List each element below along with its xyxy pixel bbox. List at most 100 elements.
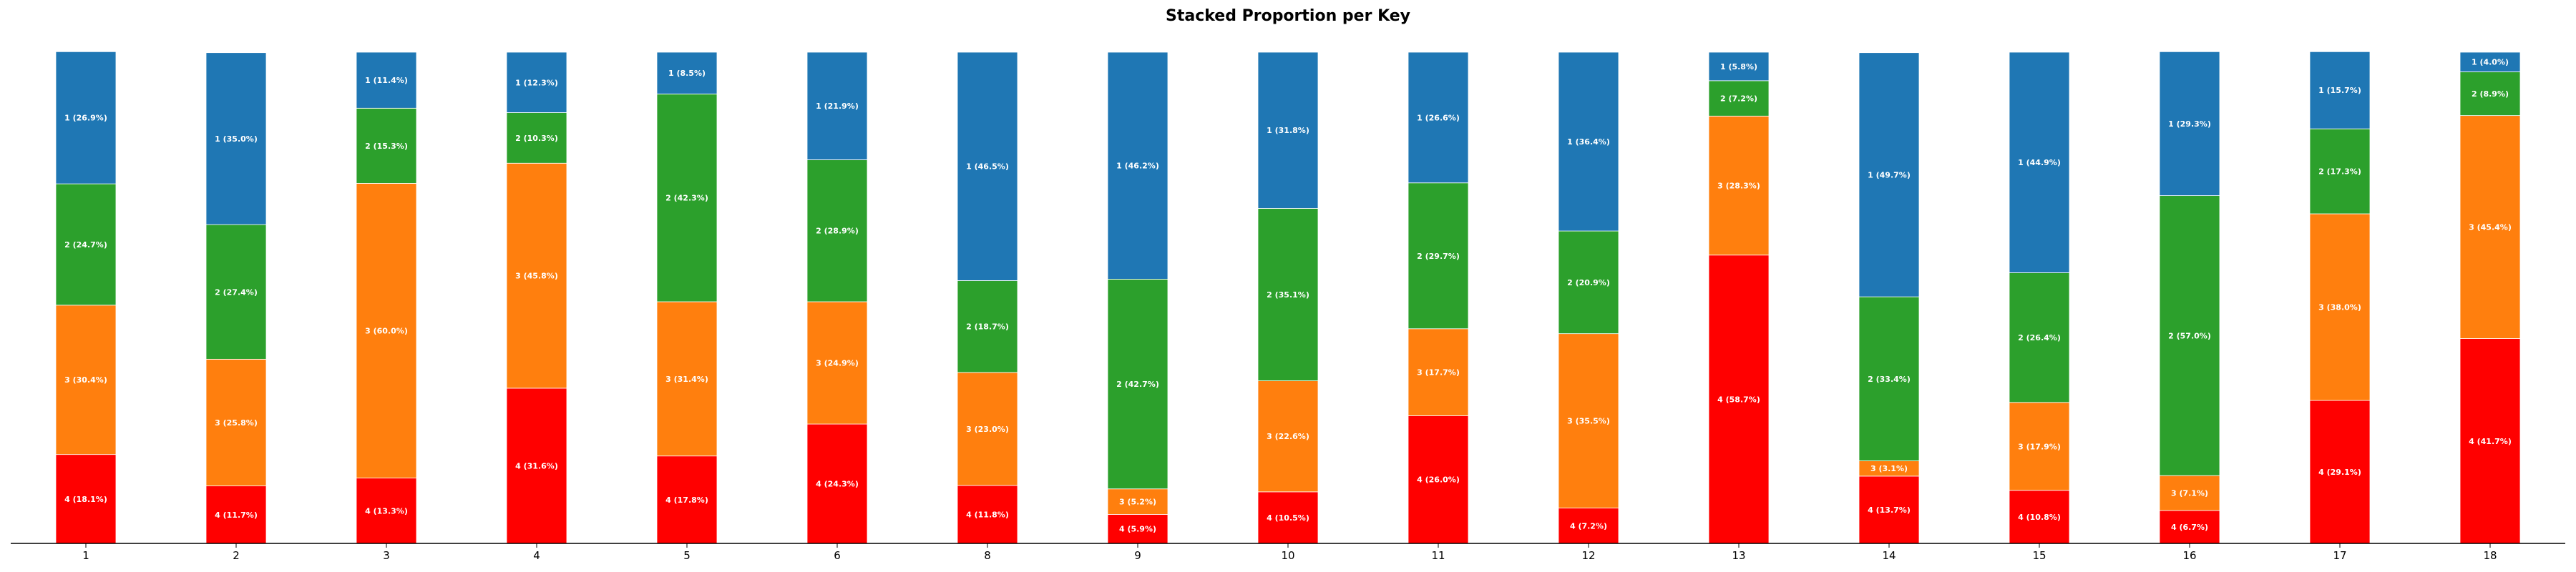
data-label-key-10-series-3: 3 (22.6%)	[1267, 432, 1309, 441]
bar-segment-key-10-series-4	[1257, 491, 1319, 544]
bar-segment-key-11-series-4	[1407, 415, 1469, 544]
data-label-key-11-series-3: 3 (17.7%)	[1417, 368, 1460, 378]
data-label-key-14-series-3: 3 (3.1%)	[1870, 464, 1908, 473]
x-tick-label-13: 13	[1732, 549, 1745, 562]
data-label-key-17-series-3: 3 (38.0%)	[2318, 303, 2361, 312]
data-label-key-10-series-1: 1 (31.8%)	[1267, 126, 1309, 135]
x-tick-label-6: 6	[834, 549, 841, 562]
data-label-key-14-series-4: 4 (13.7%)	[1868, 506, 1911, 515]
data-label-key-5-series-4: 4 (17.8%)	[665, 495, 708, 505]
data-label-key-5-series-3: 3 (31.4%)	[665, 375, 708, 384]
data-label-key-10-series-4: 4 (10.5%)	[1267, 513, 1309, 523]
data-label-key-3-series-4: 4 (13.3%)	[365, 506, 408, 516]
data-label-key-1-series-1: 1 (26.9%)	[64, 114, 107, 123]
data-label-key-17-series-1: 1 (15.7%)	[2318, 86, 2361, 95]
data-label-key-11-series-4: 4 (26.0%)	[1417, 475, 1460, 485]
bar-segment-key-17-series-1	[2309, 51, 2371, 129]
bar-segment-key-4-series-1	[506, 51, 567, 113]
bar-segment-key-6-series-4	[806, 423, 868, 544]
data-label-key-10-series-2: 2 (35.1%)	[1267, 290, 1309, 300]
bar-segment-key-5-series-4	[656, 455, 718, 544]
x-tick-label-8: 8	[984, 549, 991, 562]
data-label-key-1-series-3: 3 (30.4%)	[64, 375, 107, 385]
bar-segment-key-3-series-4	[356, 478, 417, 544]
data-label-key-13-series-3: 3 (28.3%)	[1717, 182, 1760, 191]
data-label-key-17-series-2: 2 (17.3%)	[2318, 167, 2361, 177]
bar-segment-key-10-series-3	[1257, 380, 1319, 493]
bar-segment-key-10-series-1	[1257, 51, 1319, 209]
data-label-key-8-series-3: 3 (23.0%)	[966, 425, 1009, 434]
bar-segment-key-14-series-2	[1858, 296, 1920, 461]
chart-title: Stacked Proportion per Key	[1165, 7, 1410, 25]
x-tick-label-5: 5	[683, 549, 691, 562]
data-label-key-1-series-2: 2 (24.7%)	[64, 240, 107, 250]
data-label-key-9-series-3: 3 (5.2%)	[1119, 498, 1156, 507]
data-label-key-12-series-2: 2 (20.9%)	[1567, 278, 1610, 287]
bar-segment-key-5-series-3	[656, 301, 718, 457]
data-label-key-9-series-4: 4 (5.9%)	[1119, 525, 1156, 534]
data-label-key-4-series-3: 3 (45.8%)	[515, 272, 558, 281]
bar-segment-key-15-series-1	[2009, 51, 2070, 273]
bar-segment-key-2-series-3	[205, 358, 267, 487]
x-tick-label-17: 17	[2333, 549, 2346, 562]
bar-segment-key-11-series-2	[1407, 182, 1469, 330]
bar-segment-key-11-series-1	[1407, 51, 1469, 184]
bars-group: 4 (18.1%) 3 (30.4%) 2 (24.7%) 1 (26.9%) 4 (1…	[55, 51, 2521, 544]
x-tick-label-3: 3	[383, 549, 390, 562]
data-label-key-17-series-4: 4 (29.1%)	[2318, 468, 2361, 477]
data-label-key-5-series-1: 1 (8.5%)	[668, 69, 706, 78]
bar-segment-key-8-series-1	[957, 51, 1018, 281]
data-label-key-2-series-3: 3 (25.8%)	[215, 418, 258, 428]
bar-segment-key-11-series-3	[1407, 328, 1469, 416]
data-label-key-3-series-3: 3 (60.0%)	[365, 327, 408, 336]
bar-segment-key-1-series-2	[55, 183, 117, 306]
data-label-key-3-series-1: 1 (11.4%)	[365, 76, 408, 85]
bar-segment-key-6-series-1	[806, 51, 868, 160]
data-label-key-16-series-3: 3 (7.1%)	[2171, 489, 2208, 498]
x-tick-label-10: 10	[1281, 549, 1294, 562]
data-label-key-14-series-1: 1 (49.7%)	[1868, 170, 1911, 179]
data-label-key-14-series-2: 2 (33.4%)	[1868, 375, 1911, 384]
data-label-key-11-series-2: 2 (29.7%)	[1417, 252, 1460, 261]
bar-segment-key-1-series-4	[55, 454, 117, 544]
bar-segment-key-17-series-2	[2309, 128, 2371, 214]
data-label-key-6-series-2: 2 (28.9%)	[816, 227, 859, 236]
bar-segment-key-10-series-2	[1257, 208, 1319, 382]
x-tick-label-16: 16	[2182, 549, 2196, 562]
data-label-key-18-series-4: 4 (41.7%)	[2469, 437, 2512, 446]
bar-segment-key-15-series-3	[2009, 402, 2070, 491]
bar-segment-key-13-series-2	[1708, 80, 1770, 117]
data-label-key-16-series-2: 2 (57.0%)	[2168, 331, 2211, 340]
bar-segment-key-16-series-2	[2159, 195, 2220, 476]
data-label-key-1-series-4: 4 (18.1%)	[64, 495, 107, 504]
data-label-key-2-series-2: 2 (27.4%)	[215, 287, 258, 297]
bar-segment-key-18-series-4	[2459, 338, 2521, 544]
x-tick-label-12: 12	[1581, 549, 1595, 562]
data-label-key-6-series-4: 4 (24.3%)	[816, 480, 859, 489]
bar-segment-key-17-series-4	[2309, 400, 2371, 544]
data-label-key-4-series-4: 4 (31.6%)	[515, 461, 558, 470]
data-label-key-18-series-3: 3 (45.4%)	[2469, 223, 2512, 232]
data-label-key-8-series-1: 1 (46.5%)	[966, 162, 1009, 172]
data-label-key-18-series-1: 1 (4.0%)	[2472, 58, 2509, 67]
bar-segment-key-16-series-4	[2159, 510, 2220, 544]
x-tick-label-2: 2	[233, 549, 240, 562]
x-tick-label-1: 1	[82, 549, 89, 562]
data-label-key-2-series-1: 1 (35.0%)	[215, 134, 258, 144]
bar-segment-key-12-series-1	[1558, 51, 1619, 232]
bar-segment-key-4-series-2	[506, 112, 567, 164]
data-label-key-8-series-4: 4 (11.8%)	[966, 510, 1009, 519]
bar-segment-key-5-series-2	[656, 93, 718, 302]
bar-segment-key-9-series-1	[1107, 51, 1169, 280]
bar-segment-key-3-series-1	[356, 51, 417, 109]
x-tick-label-18: 18	[2483, 549, 2497, 562]
data-label-key-15-series-2: 2 (26.4%)	[2018, 333, 2061, 342]
bar-segment-key-5-series-1	[656, 51, 718, 94]
bar-segment-key-9-series-2	[1107, 278, 1169, 490]
data-label-key-15-series-1: 1 (44.9%)	[2018, 158, 2061, 167]
data-label-key-12-series-3: 3 (35.5%)	[1567, 417, 1610, 426]
bar-segment-key-15-series-2	[2009, 272, 2070, 403]
data-label-key-4-series-1: 1 (12.3%)	[515, 78, 558, 87]
bar-segment-key-13-series-1	[1708, 51, 1770, 82]
